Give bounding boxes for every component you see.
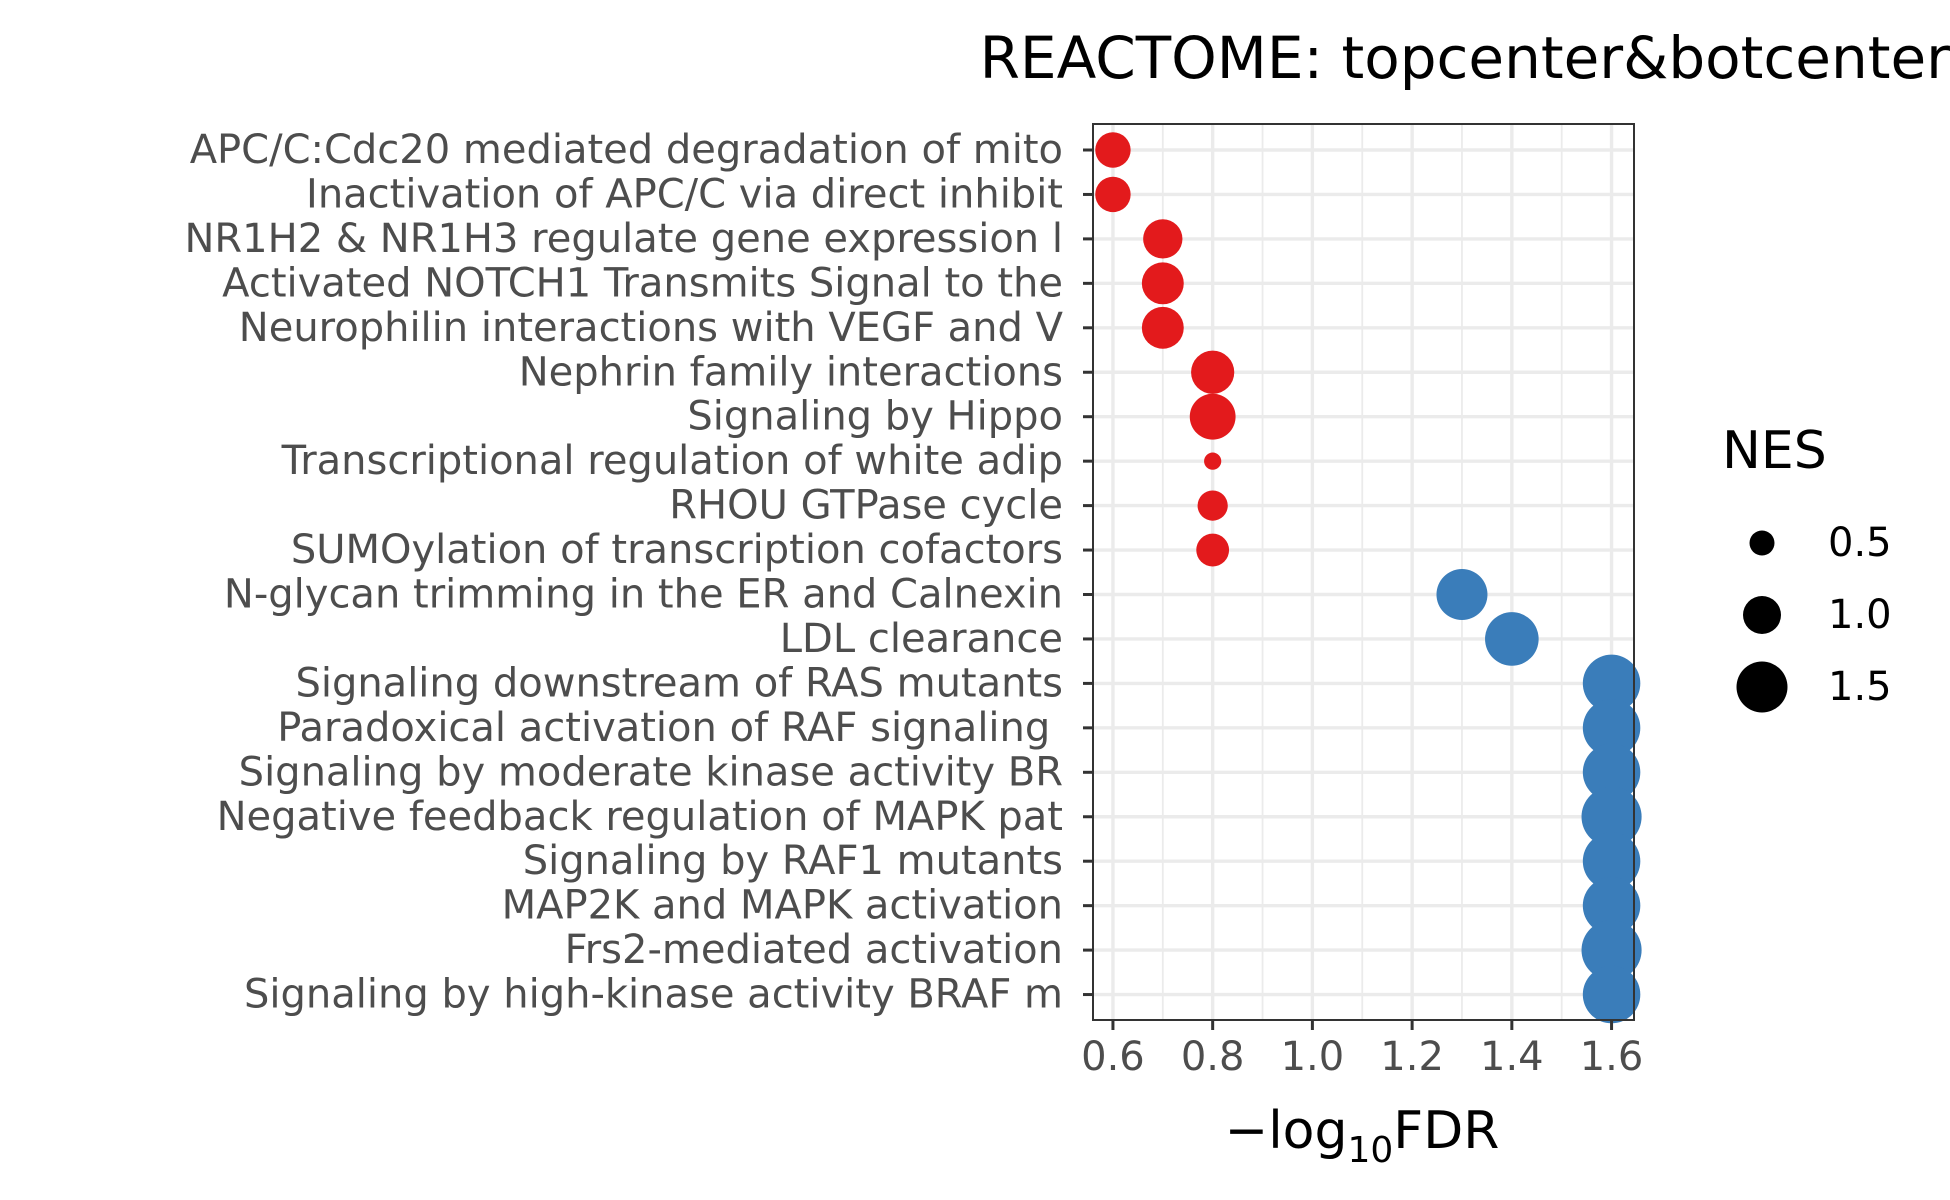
legend-label: 1.5 [1828, 664, 1892, 710]
x-tick-label: 1.6 [1580, 1034, 1644, 1080]
category-label: Nephrin family interactions [519, 349, 1063, 395]
data-point [1582, 876, 1641, 935]
legend-label: 1.0 [1828, 592, 1892, 638]
data-point [1095, 176, 1131, 213]
category-label: APC/C:Cdc20 mediated degradation of mito [190, 127, 1063, 173]
chart-title: REACTOME: topcenter&botcenter [980, 24, 1950, 92]
category-label: Signaling by high-kinase activity BRAF m [244, 972, 1063, 1018]
data-point [1204, 452, 1222, 470]
data-point [1582, 832, 1641, 890]
data-point [1196, 533, 1230, 567]
data-point [1095, 132, 1131, 168]
x-tick-label: 1.4 [1480, 1034, 1544, 1080]
legend-items: 0.5 1.0 1.5 [1736, 520, 1892, 713]
x-axis-title-subscript: 10 [1347, 1130, 1393, 1171]
x-axis-title: −log10FDR [1225, 1101, 1500, 1171]
data-point [1197, 490, 1228, 521]
category-label: Activated NOTCH1 Transmits Signal to the [222, 260, 1063, 306]
grid [1093, 124, 1634, 1020]
category-label: SUMOylation of transcription cofactors [291, 527, 1063, 573]
category-label: Frs2-mediated activation [565, 927, 1063, 973]
y-axis: APC/C:Cdc20 mediated degradation of mito… [184, 127, 1093, 1018]
data-point [1436, 569, 1488, 620]
x-axis: 0.6 0.8 1.0 1.2 1.4 1.6 [1081, 1020, 1643, 1080]
category-label: MAP2K and MAPK activation [502, 883, 1063, 929]
data-point [1581, 920, 1642, 981]
data-point [1582, 743, 1641, 802]
category-label: Signaling downstream of RAS mutants [295, 660, 1063, 706]
category-label: Negative feedback regulation of MAPK pat [217, 794, 1063, 840]
category-label: Signaling by moderate kinase activity BR [239, 749, 1063, 795]
category-label: LDL clearance [780, 616, 1063, 662]
category-label: Signaling by Hippo [687, 394, 1063, 440]
data-point [1143, 219, 1183, 259]
data-point [1141, 262, 1184, 305]
points [1095, 132, 1642, 1024]
category-label: RHOU GTPase cycle [669, 483, 1063, 529]
legend-key [1743, 596, 1781, 634]
category-label: Signaling by RAF1 mutants [523, 838, 1063, 884]
data-point [1581, 786, 1642, 847]
x-tick-label: 0.6 [1081, 1034, 1145, 1080]
x-axis-title-prefix: −log [1225, 1101, 1348, 1161]
legend-label: 0.5 [1828, 520, 1892, 566]
data-point [1485, 612, 1539, 666]
panel-border [1092, 123, 1635, 1021]
category-label: Inactivation of APC/C via direct inhibit [306, 171, 1063, 217]
x-tick-label: 1.2 [1380, 1034, 1444, 1080]
data-point [1582, 965, 1641, 1024]
data-point [1582, 654, 1641, 713]
data-point [1191, 350, 1235, 394]
data-point [1141, 306, 1184, 349]
data-point [1189, 393, 1236, 440]
legend-title: NES [1722, 421, 1827, 481]
category-label: Transcriptional regulation of white adip [281, 438, 1063, 484]
legend: NES 0.5 1.0 1.5 [1722, 421, 1892, 713]
category-label: N-glycan trimming in the ER and Calnexin [224, 572, 1063, 618]
category-label: Paradoxical activation of RAF signaling [277, 705, 1063, 751]
legend-key [1736, 661, 1788, 713]
category-label: Neurophilin interactions with VEGF and V [239, 305, 1064, 351]
x-tick-label: 0.8 [1181, 1034, 1245, 1080]
x-tick-label: 1.0 [1281, 1034, 1345, 1080]
category-label: NR1H2 & NR1H3 regulate gene expression l [184, 216, 1063, 262]
legend-key [1749, 530, 1775, 556]
data-point [1582, 699, 1641, 757]
x-axis-title-suffix: FDR [1393, 1101, 1499, 1161]
